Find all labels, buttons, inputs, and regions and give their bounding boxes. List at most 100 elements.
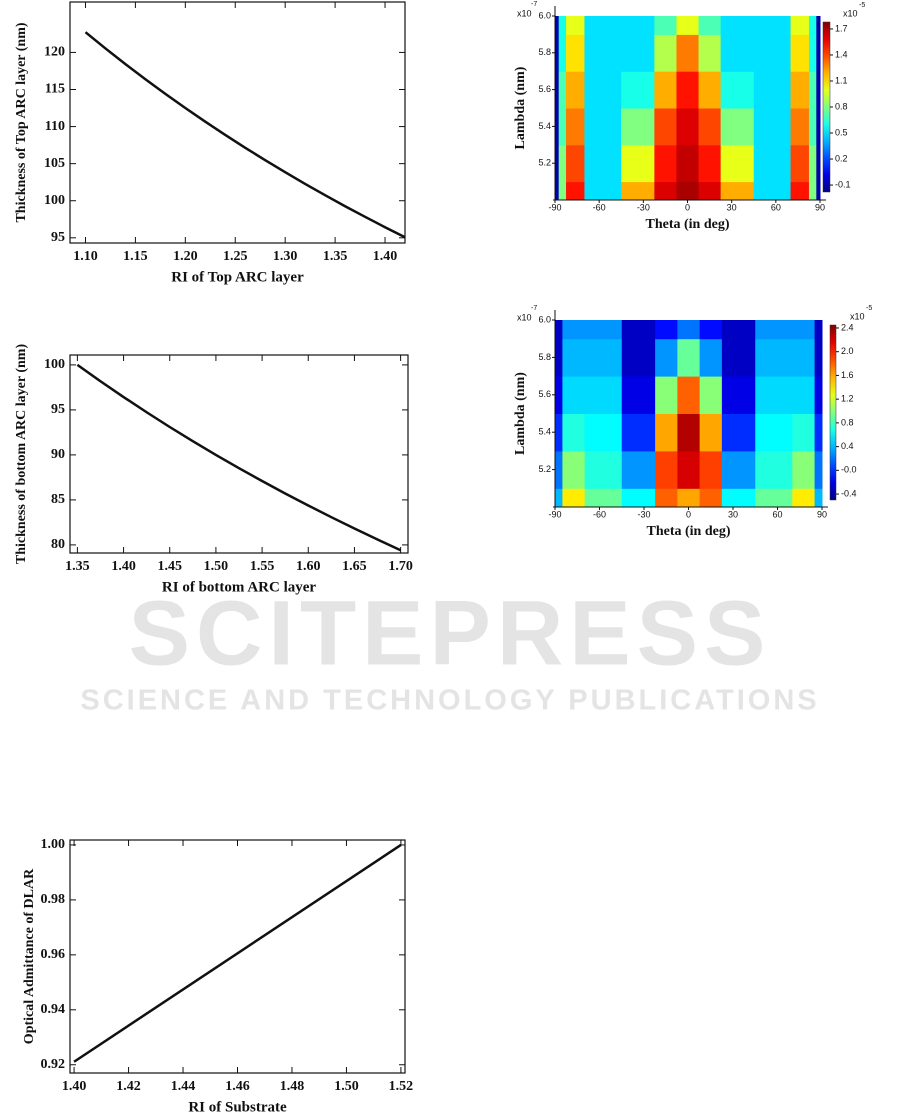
heatmap-cell bbox=[558, 71, 567, 109]
y-tick-label: 80 bbox=[51, 537, 65, 552]
heatmap-cell bbox=[753, 181, 792, 201]
heatmap-cell bbox=[621, 144, 655, 183]
heatmap-cell bbox=[621, 181, 655, 201]
heatmap-cell bbox=[555, 376, 563, 414]
heatmap-cell bbox=[720, 34, 755, 72]
heatmap-cell bbox=[676, 71, 700, 109]
colorbar-tick-label: -0.0 bbox=[841, 465, 857, 475]
line-chart: 95 100 105 110 115 120 1.10 1.15 1.20 1.25 1.30 1.3… bbox=[14, 1, 406, 285]
y-multiplier: x10 bbox=[517, 8, 532, 18]
heatmap-cell bbox=[654, 144, 677, 183]
heatmap-cell bbox=[814, 320, 823, 340]
y-tick-label: 110 bbox=[45, 119, 65, 134]
heatmap-cell bbox=[584, 338, 623, 377]
colorbar-tick-label: 1.1 bbox=[835, 75, 848, 85]
heatmap-cell bbox=[562, 320, 586, 340]
x-tick-label: 1.44 bbox=[171, 1079, 196, 1094]
y-multiplier: x10 bbox=[517, 312, 532, 322]
x-tick-label: 1.46 bbox=[225, 1079, 250, 1094]
x-tick-label: 1.15 bbox=[123, 249, 148, 264]
heatmap-cell bbox=[558, 16, 567, 35]
colorbar-tick-label: 1.7 bbox=[835, 23, 848, 33]
heatmap-cell bbox=[566, 71, 585, 109]
y-axis-label: Lambda (nm) bbox=[513, 372, 528, 455]
heatmap-cell bbox=[621, 450, 656, 489]
heatmap-cell bbox=[699, 413, 723, 452]
heatmap-cell bbox=[721, 488, 756, 508]
heatmap-cell bbox=[584, 144, 622, 183]
heatmap-cell bbox=[584, 376, 623, 414]
heatmap-cell bbox=[816, 108, 821, 146]
colorbar-tick-label: 1.2 bbox=[841, 394, 854, 404]
data-line bbox=[84, 31, 406, 239]
heatmap-cell bbox=[816, 144, 821, 183]
y-tick-label: 0.92 bbox=[41, 1057, 66, 1072]
heatmap-cell bbox=[792, 450, 816, 489]
heatmap-cell bbox=[562, 376, 586, 414]
colorbar-tick-label: 0.8 bbox=[835, 101, 848, 111]
x-tick-label: 1.35 bbox=[65, 559, 90, 574]
heatmap-cell bbox=[753, 108, 792, 146]
heatmap-cell bbox=[654, 71, 677, 109]
heatmap-cell bbox=[621, 413, 656, 452]
heatmap-cell bbox=[816, 181, 821, 201]
x-tick-label: 1.10 bbox=[73, 249, 98, 264]
x-tick-label: -90 bbox=[548, 202, 561, 212]
heatmap-cell bbox=[721, 320, 756, 340]
heatmap-cell bbox=[676, 34, 700, 72]
heatmap-cell bbox=[562, 488, 586, 508]
x-tick-label: 1.25 bbox=[223, 249, 248, 264]
heatmap-cell bbox=[699, 320, 723, 340]
heatmap-cell bbox=[721, 338, 756, 377]
heatmap-cell bbox=[555, 34, 560, 72]
heatmap-cell bbox=[584, 34, 622, 72]
heatmap-cell bbox=[555, 71, 560, 109]
heatmap-cell bbox=[558, 144, 567, 183]
heatmap-cell bbox=[558, 108, 567, 146]
heatmap-cell bbox=[677, 376, 701, 414]
y-tick-label: 120 bbox=[44, 45, 65, 60]
x-tick-label: 1.70 bbox=[388, 559, 413, 574]
y-axis-label: Lambda (nm) bbox=[513, 66, 528, 149]
heatmap-cell bbox=[566, 144, 585, 183]
y-tick-label: 5.8 bbox=[538, 352, 551, 362]
heatmap-cell bbox=[698, 71, 722, 109]
heatmap-cell bbox=[792, 413, 816, 452]
heatmap-cell bbox=[698, 108, 722, 146]
x-tick-label: -60 bbox=[593, 509, 606, 519]
heatmap-cell bbox=[790, 34, 810, 72]
heatmap-cell bbox=[566, 34, 585, 72]
y-tick-label: 5.2 bbox=[538, 158, 551, 168]
z-multiplier: x10 bbox=[843, 8, 858, 18]
heatmap-cell bbox=[792, 320, 816, 340]
x-tick-label: 1.60 bbox=[296, 559, 321, 574]
heatmap-cell bbox=[699, 376, 723, 414]
x-tick-label: 30 bbox=[727, 202, 737, 212]
x-tick-label: 1.40 bbox=[62, 1079, 87, 1094]
x-tick-label: 90 bbox=[817, 509, 827, 519]
heatmap-cell bbox=[814, 376, 823, 414]
heatmap-cell bbox=[584, 450, 623, 489]
heatmap-cell bbox=[720, 71, 755, 109]
heatmap-cell bbox=[655, 376, 678, 414]
heatmap-cell bbox=[566, 181, 585, 201]
heatmap-cell bbox=[721, 450, 756, 489]
y-tick-label: 0.94 bbox=[41, 1002, 66, 1017]
colorbar-tick-label: -0.4 bbox=[841, 488, 857, 498]
colorbar bbox=[822, 21, 831, 193]
x-axis-label: RI of Substrate bbox=[188, 1099, 287, 1115]
heatmap-cell bbox=[621, 376, 656, 414]
heatmap-cell bbox=[555, 16, 560, 35]
colorbar-tick-label: 0.8 bbox=[841, 417, 854, 427]
x-tick-label: 60 bbox=[771, 202, 781, 212]
heatmap-cell bbox=[808, 144, 817, 183]
x-tick-label: -30 bbox=[637, 202, 650, 212]
heatmap-cell bbox=[816, 16, 821, 35]
x-tick-label: 1.40 bbox=[111, 559, 136, 574]
x-tick-label: 1.65 bbox=[342, 559, 367, 574]
heatmap-cell bbox=[621, 34, 655, 72]
heatmap-cell bbox=[698, 181, 722, 201]
heatmap-cell bbox=[566, 108, 585, 146]
heatmap-cell bbox=[814, 413, 823, 452]
